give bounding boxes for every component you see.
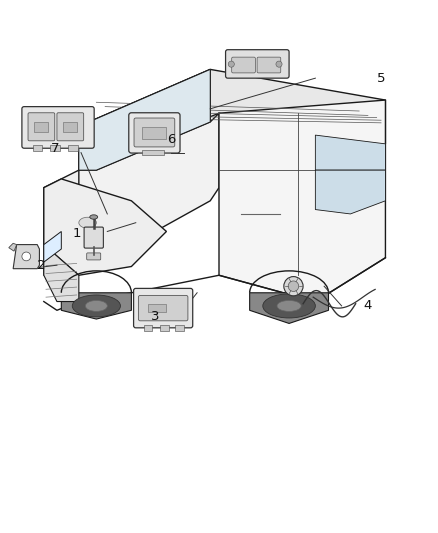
Ellipse shape <box>263 294 315 318</box>
Ellipse shape <box>85 301 107 311</box>
FancyBboxPatch shape <box>232 57 255 73</box>
Text: 3: 3 <box>151 310 160 324</box>
Circle shape <box>228 61 234 67</box>
Polygon shape <box>44 231 61 262</box>
Text: 6: 6 <box>166 133 175 146</box>
FancyBboxPatch shape <box>57 113 84 141</box>
Polygon shape <box>44 69 210 245</box>
Bar <box>50 145 60 151</box>
Polygon shape <box>250 293 328 324</box>
Circle shape <box>22 252 31 261</box>
Bar <box>148 304 166 312</box>
Polygon shape <box>44 179 166 275</box>
Circle shape <box>276 61 282 67</box>
Polygon shape <box>79 69 385 170</box>
Bar <box>63 122 77 132</box>
Polygon shape <box>315 135 385 170</box>
Circle shape <box>284 277 303 296</box>
Polygon shape <box>44 113 219 275</box>
Ellipse shape <box>79 217 96 228</box>
Polygon shape <box>79 69 210 170</box>
FancyBboxPatch shape <box>257 57 281 73</box>
Polygon shape <box>44 245 79 302</box>
FancyBboxPatch shape <box>28 113 55 141</box>
Text: 2: 2 <box>37 259 46 272</box>
Text: 5: 5 <box>377 71 385 85</box>
Polygon shape <box>219 100 385 302</box>
Polygon shape <box>13 245 39 269</box>
Bar <box>142 150 164 155</box>
Text: 7: 7 <box>50 142 59 155</box>
Bar <box>68 145 78 151</box>
Text: 1: 1 <box>72 227 81 240</box>
Bar <box>144 325 152 331</box>
Bar <box>33 145 42 151</box>
FancyBboxPatch shape <box>134 118 175 147</box>
Bar <box>142 127 166 140</box>
FancyBboxPatch shape <box>138 295 188 321</box>
Bar <box>34 122 48 132</box>
Polygon shape <box>61 293 131 319</box>
Polygon shape <box>315 170 385 214</box>
FancyBboxPatch shape <box>22 107 94 148</box>
Bar <box>175 325 184 331</box>
FancyBboxPatch shape <box>84 227 103 248</box>
Circle shape <box>288 281 299 292</box>
Text: 4: 4 <box>364 300 372 312</box>
Bar <box>160 325 169 331</box>
Ellipse shape <box>72 295 120 317</box>
FancyBboxPatch shape <box>129 113 180 153</box>
Ellipse shape <box>277 301 301 311</box>
FancyBboxPatch shape <box>226 50 289 78</box>
Polygon shape <box>9 243 17 251</box>
Ellipse shape <box>90 215 98 219</box>
FancyBboxPatch shape <box>87 253 101 260</box>
FancyBboxPatch shape <box>134 288 193 328</box>
